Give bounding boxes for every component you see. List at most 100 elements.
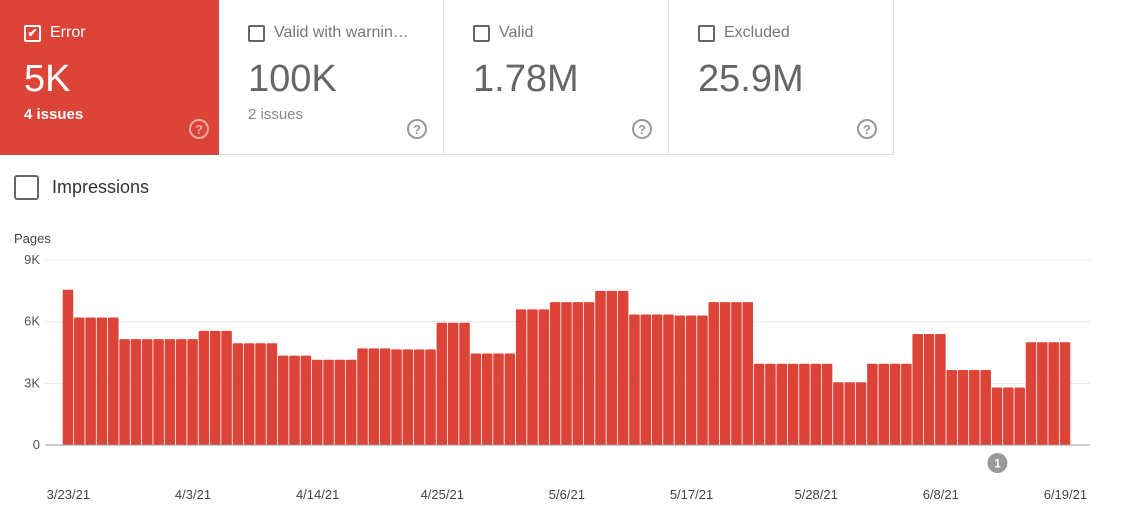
- card-issues: 4 issues: [24, 106, 84, 123]
- bar: [323, 359, 334, 445]
- bar: [549, 302, 561, 445]
- bar: [629, 314, 640, 445]
- card-value: 5K: [24, 58, 71, 100]
- x-tick-label: 5/6/21: [549, 487, 585, 502]
- bar: [742, 302, 754, 445]
- bar: [855, 382, 867, 445]
- bar: [731, 302, 742, 445]
- bar: [176, 339, 187, 445]
- checkbox-icon[interactable]: [473, 24, 490, 42]
- bar: [232, 343, 244, 445]
- help-icon[interactable]: ?: [632, 119, 652, 139]
- bar: [923, 334, 935, 445]
- help-icon[interactable]: ?: [857, 119, 877, 139]
- bar: [357, 348, 368, 445]
- bar: [515, 309, 527, 445]
- y-axis-label: Pages: [14, 231, 51, 246]
- bar: [300, 355, 312, 445]
- x-tick-label: 5/28/21: [794, 487, 837, 502]
- card-label: Error: [50, 24, 86, 41]
- checkbox-icon[interactable]: [698, 24, 715, 42]
- bar: [674, 315, 686, 445]
- x-tick-label: 3/23/21: [47, 487, 90, 502]
- bar: [753, 363, 765, 445]
- x-tick-label: 4/14/21: [296, 487, 339, 502]
- bar: [663, 314, 674, 445]
- bar: [209, 330, 221, 445]
- bar: [640, 314, 652, 445]
- bar: [164, 339, 176, 445]
- bar: [719, 302, 731, 445]
- bar: [1003, 387, 1014, 445]
- impressions-toggle[interactable]: Impressions: [14, 175, 149, 200]
- bar: [617, 290, 629, 445]
- bar: [481, 353, 493, 445]
- bar: [504, 353, 516, 445]
- bar: [1037, 342, 1048, 445]
- bar: [583, 302, 595, 445]
- x-tick-label: 4/25/21: [421, 487, 464, 502]
- bar: [266, 343, 278, 445]
- bar: [776, 363, 788, 445]
- bar: [345, 359, 357, 445]
- bar: [833, 382, 844, 445]
- card-error[interactable]: ✔ Error 5K 4 issues ?: [0, 0, 225, 155]
- checkbox-checked-icon[interactable]: ✔: [24, 24, 41, 42]
- bar: [867, 363, 878, 445]
- bar: [787, 363, 799, 445]
- bar: [957, 369, 969, 445]
- checkbox-icon[interactable]: [248, 24, 265, 42]
- card-label: Valid: [499, 24, 534, 41]
- bar: [878, 363, 889, 445]
- y-tick-label: 0: [33, 437, 40, 452]
- bar: [527, 309, 538, 445]
- bar: [821, 363, 833, 445]
- bar: [187, 339, 198, 445]
- card-valid[interactable]: Valid 1.78M ?: [444, 0, 669, 155]
- bar: [436, 322, 448, 445]
- x-tick-label: 6/19/21: [1044, 487, 1087, 502]
- bar: [493, 353, 504, 445]
- bar: [243, 343, 255, 445]
- bar: [844, 382, 855, 445]
- y-tick-label: 6K: [24, 314, 40, 329]
- card-issues: 2 issues: [248, 106, 304, 123]
- card-label: Valid with warnin…: [274, 24, 409, 41]
- help-icon[interactable]: ?: [407, 119, 427, 139]
- card-valid-with-warnings[interactable]: Valid with warnin… 100K 2 issues ?: [219, 0, 444, 155]
- bar: [119, 339, 130, 445]
- bar: [459, 322, 470, 445]
- help-icon[interactable]: ?: [189, 119, 209, 139]
- bar: [799, 363, 810, 445]
- bar: [708, 302, 720, 445]
- bar: [289, 355, 300, 445]
- bar: [447, 322, 459, 445]
- bar: [85, 317, 96, 445]
- y-tick-label: 9K: [24, 252, 40, 267]
- bar: [62, 289, 74, 445]
- bar: [221, 330, 232, 445]
- bar: [935, 334, 946, 445]
- bar: [379, 348, 391, 445]
- card-value: 100K: [248, 58, 337, 100]
- x-tick-label: 6/8/21: [923, 487, 959, 502]
- bar: [561, 302, 572, 445]
- bar: [651, 314, 663, 445]
- bar: [980, 369, 991, 445]
- bar: [912, 334, 923, 445]
- x-tick-label: 4/3/21: [175, 487, 211, 502]
- card-value: 25.9M: [698, 58, 804, 100]
- card-value: 1.78M: [473, 58, 579, 100]
- bar: [1059, 342, 1071, 445]
- bar: [334, 359, 346, 445]
- bar: [368, 348, 380, 445]
- bar: [277, 355, 289, 445]
- card-excluded[interactable]: Excluded 25.9M ?: [669, 0, 894, 155]
- bar: [606, 290, 618, 445]
- bar: [142, 339, 153, 445]
- bar: [96, 317, 108, 445]
- bar: [108, 317, 119, 445]
- bar: [74, 317, 85, 445]
- checkbox-icon[interactable]: [14, 175, 39, 200]
- bar: [889, 363, 901, 445]
